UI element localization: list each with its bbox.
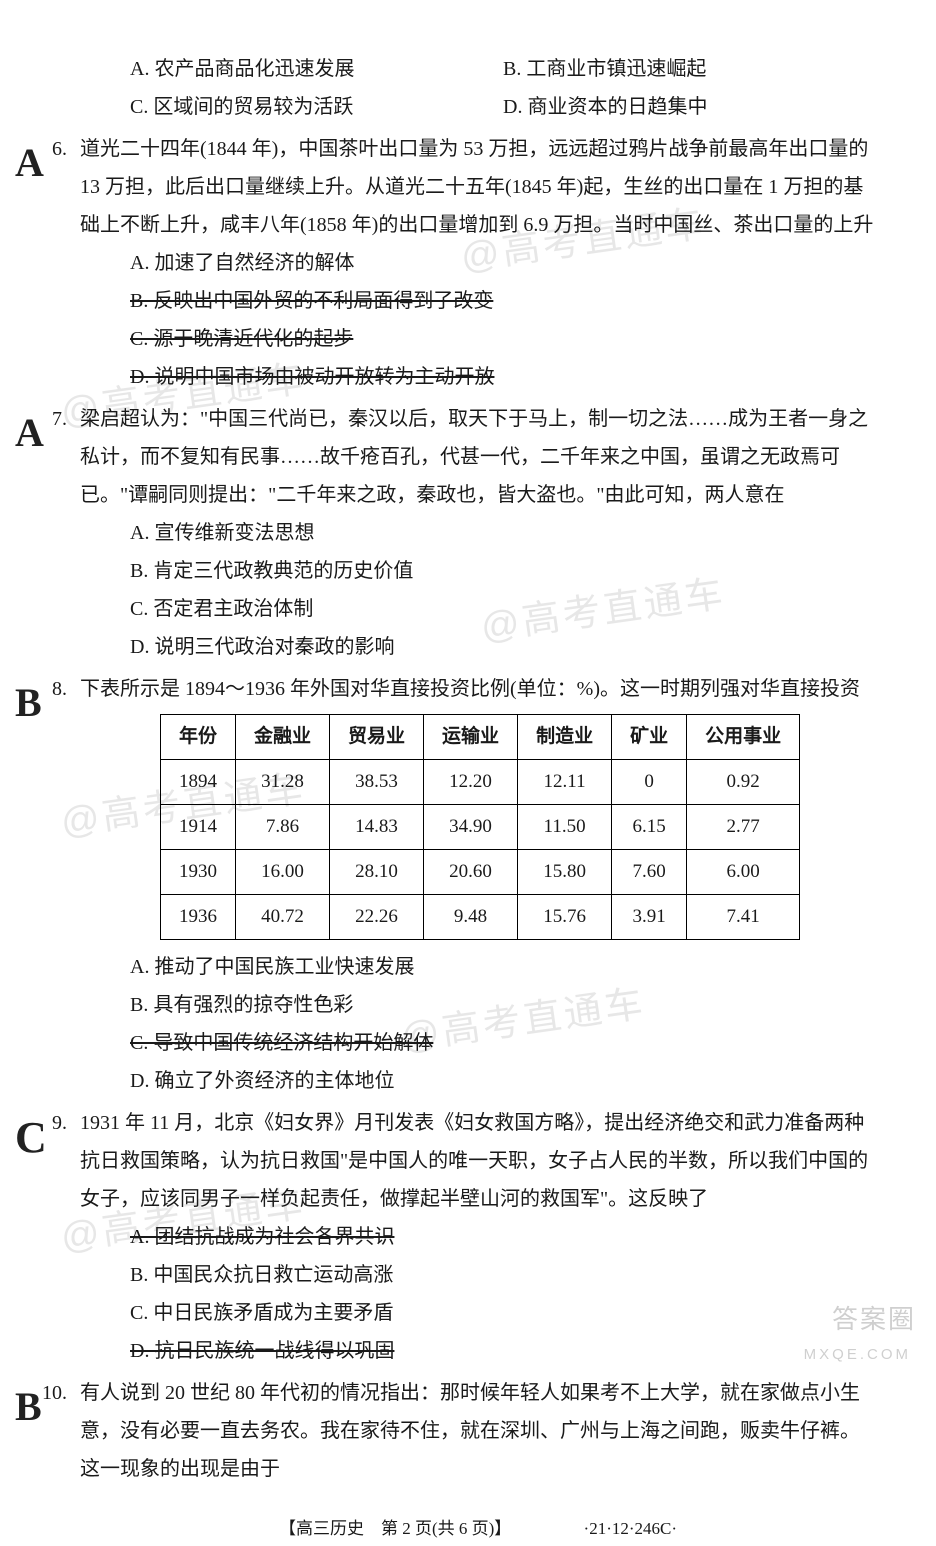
table-cell: 16.00	[236, 850, 330, 895]
q7-option-d: D. 说明三代政治对秦政的影响	[130, 628, 876, 666]
q5-option-c: C. 区域间的贸易较为活跃	[130, 88, 503, 126]
q5-options-row2: C. 区域间的贸易较为活跃 D. 商业资本的日趋集中	[130, 88, 876, 126]
handwritten-answer-mark: C	[15, 1096, 47, 1180]
handwritten-answer-mark: A	[15, 125, 44, 201]
table-row: 1936 40.72 22.26 9.48 15.76 3.91 7.41	[161, 895, 800, 940]
table-cell: 15.80	[518, 850, 612, 895]
table-cell: 6.00	[687, 850, 800, 895]
page-footer: 【高三历史 第 2 页(共 6 页)】 ·21·12·246C·	[80, 1513, 876, 1545]
q5-options-row1: A. 农产品商品化迅速发展 B. 工商业市镇迅速崛起	[130, 50, 876, 88]
question-6: A 6. 道光二十四年(1844 年)，中国茶叶出口量为 53 万担，远远超过鸦…	[80, 130, 876, 396]
question-number: 10.	[42, 1374, 67, 1412]
exam-page-content: A. 农产品商品化迅速发展 B. 工商业市镇迅速崛起 C. 区域间的贸易较为活跃…	[80, 50, 876, 1546]
q8-option-d: D. 确立了外资经济的主体地位	[130, 1062, 876, 1100]
q7-option-a: A. 宣传维新变法思想	[130, 514, 876, 552]
q5-option-a: A. 农产品商品化迅速发展	[130, 50, 503, 88]
question-7: A 7. 梁启超认为："中国三代尚已，秦汉以后，取天下于马上，制一切之法……成为…	[80, 400, 876, 666]
table-cell: 12.20	[424, 760, 518, 805]
q5-option-b: B. 工商业市镇迅速崛起	[503, 50, 876, 88]
q6-option-b: B. 反映出中国外贸的不利局面得到了改变	[130, 282, 876, 320]
table-cell: 9.48	[424, 895, 518, 940]
table-cell: 12.11	[518, 760, 612, 805]
footer-page-info: 【高三历史 第 2 页(共 6 页)】	[279, 1519, 511, 1538]
question-number: 8.	[52, 670, 67, 708]
table-row: 1930 16.00 28.10 20.60 15.80 7.60 6.00	[161, 850, 800, 895]
table-cell: 1930	[161, 850, 236, 895]
table-header: 运输业	[424, 715, 518, 760]
table-cell: 22.26	[330, 895, 424, 940]
table-cell: 34.90	[424, 805, 518, 850]
question-text: 梁启超认为："中国三代尚已，秦汉以后，取天下于马上，制一切之法……成为王者一身之…	[80, 408, 868, 506]
table-header: 年份	[161, 715, 236, 760]
q6-option-d: D. 说明中国市场由被动开放转为主动开放	[130, 358, 876, 396]
table-cell: 1914	[161, 805, 236, 850]
footer-code: ·21·12·246C·	[584, 1519, 677, 1538]
question-9: C 9. 1931 年 11 月，北京《妇女界》月刊发表《妇女救国方略》，提出经…	[80, 1104, 876, 1370]
table-cell: 38.53	[330, 760, 424, 805]
question-number: 9.	[52, 1104, 67, 1142]
table-cell: 40.72	[236, 895, 330, 940]
table-header-row: 年份 金融业 贸易业 运输业 制造业 矿业 公用事业	[161, 715, 800, 760]
table-cell: 3.91	[612, 895, 687, 940]
table-cell: 20.60	[424, 850, 518, 895]
q6-option-a: A. 加速了自然经济的解体	[130, 244, 876, 282]
question-text: 有人说到 20 世纪 80 年代初的情况指出：那时候年轻人如果考不上大学，就在家…	[80, 1382, 860, 1480]
question-text: 下表所示是 1894～1936 年外国对华直接投资比例(单位：%)。这一时期列强…	[80, 678, 860, 700]
q8-option-a: A. 推动了中国民族工业快速发展	[130, 948, 876, 986]
table-cell: 0.92	[687, 760, 800, 805]
table-header: 金融业	[236, 715, 330, 760]
table-cell: 31.28	[236, 760, 330, 805]
table-cell: 28.10	[330, 850, 424, 895]
table-row: 1914 7.86 14.83 34.90 11.50 6.15 2.77	[161, 805, 800, 850]
handwritten-answer-mark: B	[15, 1369, 42, 1445]
question-number: 7.	[52, 400, 67, 438]
q8-option-b: B. 具有强烈的掠夺性色彩	[130, 986, 876, 1024]
table-cell: 0	[612, 760, 687, 805]
q7-option-c: C. 否定君主政治体制	[130, 590, 876, 628]
q9-option-a: A. 团结抗战成为社会各界共识	[130, 1218, 876, 1256]
table-header: 公用事业	[687, 715, 800, 760]
table-cell: 7.60	[612, 850, 687, 895]
investment-table: 年份 金融业 贸易业 运输业 制造业 矿业 公用事业 1894 31.28 38…	[160, 714, 800, 940]
table-cell: 7.86	[236, 805, 330, 850]
table-cell: 11.50	[518, 805, 612, 850]
q6-option-c: C. 源于晚清近代化的起步	[130, 320, 876, 358]
table-cell: 15.76	[518, 895, 612, 940]
table-header: 贸易业	[330, 715, 424, 760]
question-8: B 8. 下表所示是 1894～1936 年外国对华直接投资比例(单位：%)。这…	[80, 670, 876, 1100]
table-cell: 6.15	[612, 805, 687, 850]
q9-option-d: D. 抗日民族统一战线得以巩固	[130, 1332, 876, 1370]
question-text: 道光二十四年(1844 年)，中国茶叶出口量为 53 万担，远远超过鸦片战争前最…	[80, 138, 873, 236]
q8-option-c: C. 导致中国传统经济结构开始解体	[130, 1024, 876, 1062]
question-number: 6.	[52, 130, 67, 168]
table-row: 1894 31.28 38.53 12.20 12.11 0 0.92	[161, 760, 800, 805]
table-cell: 14.83	[330, 805, 424, 850]
table-cell: 2.77	[687, 805, 800, 850]
q9-option-c: C. 中日民族矛盾成为主要矛盾	[130, 1294, 876, 1332]
q9-option-b: B. 中国民众抗日救亡运动高涨	[130, 1256, 876, 1294]
q5-option-d: D. 商业资本的日趋集中	[503, 88, 876, 126]
table-header: 制造业	[518, 715, 612, 760]
handwritten-answer-mark: B	[15, 665, 42, 741]
table-cell: 1894	[161, 760, 236, 805]
table-cell: 7.41	[687, 895, 800, 940]
question-10: B 10. 有人说到 20 世纪 80 年代初的情况指出：那时候年轻人如果考不上…	[80, 1374, 876, 1488]
table-header: 矿业	[612, 715, 687, 760]
handwritten-answer-mark: A	[15, 395, 44, 471]
q7-option-b: B. 肯定三代政教典范的历史价值	[130, 552, 876, 590]
question-text: 1931 年 11 月，北京《妇女界》月刊发表《妇女救国方略》，提出经济绝交和武…	[80, 1112, 868, 1210]
table-cell: 1936	[161, 895, 236, 940]
